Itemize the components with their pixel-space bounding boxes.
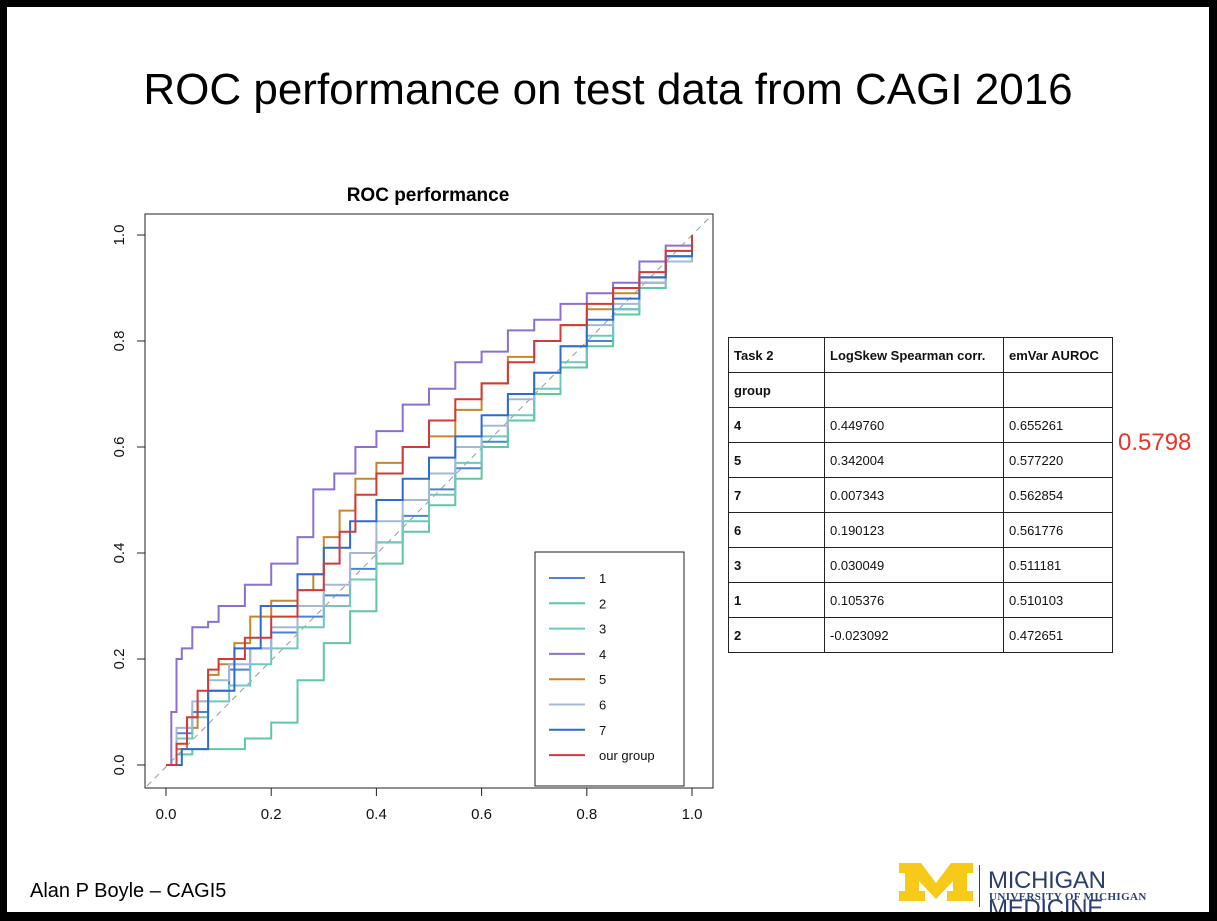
table-row: 2 -0.023092 0.472651 xyxy=(728,617,1113,653)
y-tick-label: 0.6 xyxy=(111,437,128,458)
table-cell: 6 xyxy=(728,512,825,548)
table-cell: 0.030049 xyxy=(824,547,1004,583)
table-cell: emVar AUROC xyxy=(1003,337,1113,373)
y-tick-label: 0.8 xyxy=(111,331,128,352)
roc-chart: ROC performance 0.0 0.2 0.4 0.6 0.8 1.0 0.0 0.2… xyxy=(111,185,714,823)
table-row: 4 0.449760 0.655261 xyxy=(728,407,1113,443)
table-row: 5 0.342004 0.577220 xyxy=(728,442,1113,478)
table-cell: 1 xyxy=(728,582,825,618)
legend-label: 5 xyxy=(599,672,606,687)
legend-label: 4 xyxy=(599,647,606,662)
logo-divider xyxy=(979,865,980,907)
highlight-value: 0.5798 xyxy=(1118,429,1192,456)
legend-label: our group xyxy=(599,748,655,763)
logo-text-primary: MICHIGAN MEDICINE xyxy=(988,867,1106,912)
table-cell: 3 xyxy=(728,547,825,583)
footer-credit: Alan P Boyle – CAGI5 xyxy=(30,880,227,902)
table-cell: 0.105376 xyxy=(824,582,1004,618)
table-cell: 5 xyxy=(728,442,825,478)
x-tick-label: 0.2 xyxy=(261,806,282,823)
table-row: 3 0.030049 0.511181 xyxy=(728,547,1113,583)
legend-label: 6 xyxy=(599,698,606,713)
table-cell: 0.561776 xyxy=(1003,512,1113,548)
table-cell: 0.472651 xyxy=(1003,617,1113,653)
table-cell: group xyxy=(728,372,825,408)
x-tick-label: 0.8 xyxy=(576,806,597,823)
table-subheader-row: group xyxy=(728,372,1113,408)
table-row: 1 0.105376 0.510103 xyxy=(728,582,1113,618)
y-tick-label: 0.4 xyxy=(111,543,128,564)
table-cell xyxy=(824,372,1004,408)
table-cell: 0.511181 xyxy=(1003,547,1113,583)
legend-label: 7 xyxy=(599,723,606,738)
results-table: Task 2 LogSkew Spearman corr. emVar AUROC g… xyxy=(728,337,1113,653)
x-tick-label: 0.6 xyxy=(471,806,492,823)
table-cell: 0.655261 xyxy=(1003,407,1113,443)
slide: ROC performance on test data from CAGI 2… xyxy=(7,7,1209,912)
table-cell: 0.342004 xyxy=(824,442,1004,478)
table-cell: 0.562854 xyxy=(1003,477,1113,513)
table-cell: -0.023092 xyxy=(824,617,1004,653)
table-row: 6 0.190123 0.561776 xyxy=(728,512,1113,548)
table-cell: 0.577220 xyxy=(1003,442,1113,478)
table-cell: 2 xyxy=(728,617,825,653)
slide-title: ROC performance on test data from CAGI 2… xyxy=(143,65,1073,114)
legend-box xyxy=(534,551,685,787)
legend-label: 2 xyxy=(599,596,606,611)
table-cell: 0.449760 xyxy=(824,407,1004,443)
series-layer xyxy=(166,235,693,766)
y-tick-label: 0.0 xyxy=(111,755,128,776)
chart-title: ROC performance xyxy=(347,185,510,206)
table-cell xyxy=(1003,372,1113,408)
table-header-row: Task 2 LogSkew Spearman corr. emVar AUROC xyxy=(728,337,1113,373)
logo-text-secondary: UNIVERSITY OF MICHIGAN xyxy=(989,891,1147,903)
x-tick-label: 0.0 xyxy=(156,806,177,823)
x-tick-label: 0.4 xyxy=(366,806,387,823)
legend-label: 1 xyxy=(599,571,606,586)
table-row: 7 0.007343 0.562854 xyxy=(728,477,1113,513)
legend-label: 3 xyxy=(599,622,606,637)
axes: 0.0 0.2 0.4 0.6 0.8 1.0 0.0 0.2 0.4 0.6 0.8 1.0 xyxy=(111,215,712,823)
y-tick-label: 1.0 xyxy=(111,225,128,246)
x-tick-label: 1.0 xyxy=(682,806,703,823)
y-tick-label: 0.2 xyxy=(111,649,128,670)
table-cell: 4 xyxy=(728,407,825,443)
table-cell: 0.510103 xyxy=(1003,582,1113,618)
table-cell: 7 xyxy=(728,477,825,513)
table-cell: 0.190123 xyxy=(824,512,1004,548)
block-m-logo xyxy=(899,863,973,901)
series-line-8 xyxy=(166,235,693,766)
legend: 1 2 3 4 5 6 7 our group xyxy=(534,551,685,787)
series-line-7 xyxy=(166,235,693,766)
series-line-4 xyxy=(166,235,693,766)
table-cell: Task 2 xyxy=(728,337,825,373)
table-cell: 0.007343 xyxy=(824,477,1004,513)
table-cell: LogSkew Spearman corr. xyxy=(824,337,1004,373)
